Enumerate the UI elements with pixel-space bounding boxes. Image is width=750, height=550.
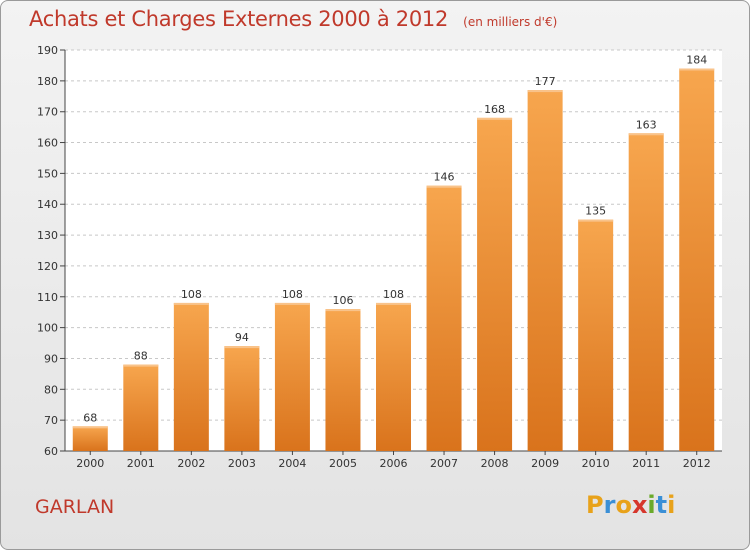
commune-name: GARLAN bbox=[35, 496, 115, 518]
y-tick-label: 170 bbox=[37, 106, 58, 119]
data-label: 108 bbox=[181, 288, 202, 301]
logo-letter: i bbox=[647, 491, 656, 519]
x-tick-label: 2011 bbox=[632, 457, 660, 470]
x-tick-label: 2006 bbox=[380, 457, 408, 470]
bar bbox=[72, 426, 108, 451]
data-label: 163 bbox=[636, 118, 657, 131]
bar-highlight bbox=[628, 133, 664, 136]
bar bbox=[376, 302, 411, 451]
x-tick-label: 2002 bbox=[177, 457, 205, 470]
logo-letter: t bbox=[655, 491, 668, 519]
bar bbox=[628, 133, 664, 452]
logo-letter: o bbox=[615, 491, 632, 519]
x-tick-label: 2010 bbox=[582, 457, 610, 470]
bar-highlight bbox=[376, 302, 411, 305]
y-tick-label: 100 bbox=[37, 322, 58, 335]
y-tick-label: 160 bbox=[37, 137, 58, 150]
y-tick-label: 140 bbox=[37, 198, 58, 211]
bar bbox=[679, 68, 715, 451]
data-label: 108 bbox=[282, 288, 303, 301]
x-tick-label: 2007 bbox=[430, 457, 458, 470]
bar-highlight bbox=[426, 185, 462, 188]
logo-letter: r bbox=[603, 491, 616, 519]
bar-highlight bbox=[325, 309, 361, 312]
bar-highlight bbox=[224, 346, 260, 349]
y-tick-label: 80 bbox=[44, 383, 58, 396]
x-tick-label: 2008 bbox=[481, 457, 509, 470]
bar-highlight bbox=[578, 219, 614, 222]
x-tick-label: 2001 bbox=[127, 457, 155, 470]
bar-highlight bbox=[527, 90, 563, 93]
y-tick-label: 180 bbox=[37, 75, 58, 88]
bar bbox=[426, 185, 462, 451]
bar-highlight bbox=[72, 426, 108, 429]
bar-highlight bbox=[274, 302, 310, 305]
data-label: 177 bbox=[535, 75, 556, 88]
bar-highlight bbox=[123, 364, 159, 367]
x-tick-label: 2005 bbox=[329, 457, 357, 470]
x-tick-label: 2000 bbox=[76, 457, 104, 470]
y-tick-label: 60 bbox=[44, 445, 58, 458]
chart-subtitle: (en milliers d'€) bbox=[463, 15, 558, 29]
logo-letter: P bbox=[586, 491, 604, 519]
title-row: Achats et Charges Externes 2000 à 2012 (… bbox=[29, 7, 557, 31]
x-tick-label: 2004 bbox=[278, 457, 306, 470]
data-label: 88 bbox=[134, 350, 148, 363]
bar bbox=[325, 309, 361, 451]
logo-letter: x bbox=[631, 491, 648, 519]
y-tick-label: 70 bbox=[44, 414, 58, 427]
data-label: 108 bbox=[383, 288, 404, 301]
x-tick-label: 2012 bbox=[683, 457, 711, 470]
y-tick-label: 120 bbox=[37, 260, 58, 273]
data-label: 106 bbox=[332, 294, 353, 307]
proxiti-logo: Proxiti bbox=[586, 491, 675, 519]
bar bbox=[173, 302, 209, 451]
y-tick-label: 130 bbox=[37, 229, 58, 242]
y-tick-label: 150 bbox=[37, 167, 58, 180]
data-label: 94 bbox=[235, 331, 249, 344]
data-label: 135 bbox=[585, 205, 606, 218]
bar-highlight bbox=[173, 302, 209, 305]
data-label: 184 bbox=[686, 54, 707, 67]
y-tick-label: 90 bbox=[44, 352, 58, 365]
x-tick-label: 2003 bbox=[228, 457, 256, 470]
data-label: 146 bbox=[434, 171, 455, 184]
data-label: 68 bbox=[83, 411, 97, 424]
chart-title: Achats et Charges Externes 2000 à 2012 bbox=[29, 7, 449, 31]
bar bbox=[274, 302, 310, 451]
logo-letter: i bbox=[667, 491, 676, 519]
bar-highlight bbox=[679, 68, 715, 71]
bar-highlight bbox=[477, 117, 513, 120]
x-tick-label: 2009 bbox=[531, 457, 559, 470]
bar bbox=[123, 364, 159, 451]
bar bbox=[224, 346, 260, 451]
bar bbox=[477, 117, 513, 451]
data-label: 168 bbox=[484, 103, 505, 116]
y-tick-label: 190 bbox=[37, 44, 58, 57]
y-tick-label: 110 bbox=[37, 291, 58, 304]
bar bbox=[578, 219, 614, 451]
bar bbox=[527, 90, 563, 451]
